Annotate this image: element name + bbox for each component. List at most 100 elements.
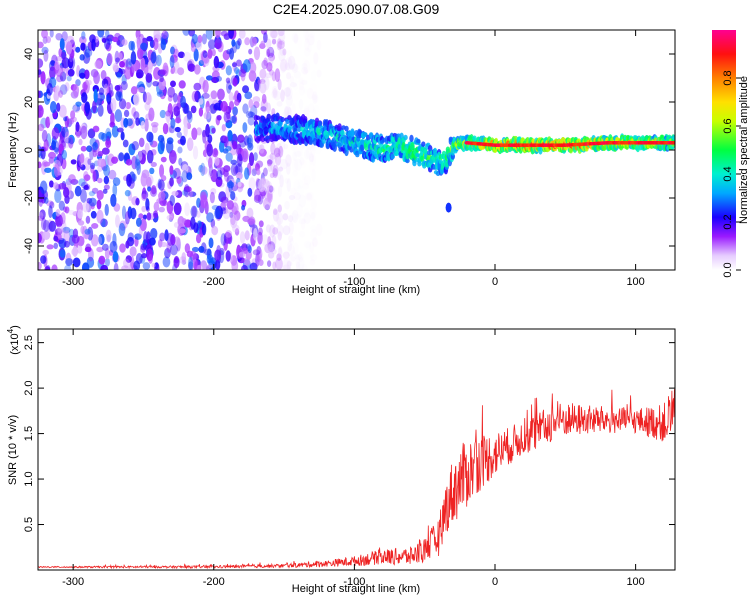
noise-speckle <box>308 151 314 165</box>
noise-speckle <box>201 92 210 99</box>
noise-speckle <box>49 100 57 114</box>
noise-speckle <box>70 110 76 120</box>
noise-speckle <box>306 87 314 100</box>
noise-speckle <box>283 87 291 97</box>
noise-speckle <box>85 243 92 253</box>
noise-speckle <box>53 242 59 250</box>
noise-speckle <box>201 223 207 236</box>
noise-speckle <box>108 89 115 97</box>
noise-speckle <box>301 79 308 85</box>
noise-speckle <box>177 216 185 227</box>
noise-speckle <box>67 68 75 77</box>
noise-speckle <box>272 261 277 270</box>
noise-speckle <box>258 178 266 193</box>
noise-speckle <box>162 123 169 135</box>
noise-speckle <box>313 94 319 103</box>
noise-speckle <box>309 153 315 163</box>
noise-speckle <box>299 157 305 166</box>
noise-speckle <box>225 250 231 262</box>
noise-speckle <box>228 100 235 110</box>
noise-speckle <box>205 30 213 40</box>
noise-speckle <box>264 243 272 254</box>
noise-speckle <box>200 194 208 209</box>
colorbar-tick-label: 0.4 <box>722 166 734 181</box>
noise-speckle <box>122 139 129 148</box>
noise-speckle <box>312 237 318 248</box>
noise-speckle <box>301 263 308 270</box>
noise-speckle <box>266 46 275 59</box>
noise-speckle <box>72 245 78 258</box>
noise-speckle <box>151 124 158 134</box>
noise-speckle <box>282 111 288 118</box>
noise-speckle <box>282 213 289 221</box>
noise-speckle <box>134 158 141 171</box>
noise-speckle <box>274 152 282 166</box>
noise-speckle <box>44 266 51 270</box>
noise-speckle <box>266 62 273 72</box>
noise-speckle <box>192 145 199 160</box>
noise-speckle <box>102 188 108 194</box>
noise-speckle <box>302 182 310 190</box>
noise-speckle <box>257 231 263 245</box>
noise-speckle <box>266 159 272 167</box>
noise-speckle <box>310 224 317 233</box>
noise-speckle <box>146 36 153 42</box>
noise-speckle <box>276 101 283 107</box>
noise-speckle <box>303 212 311 225</box>
snr-frame <box>37 328 676 571</box>
noise-speckle <box>110 98 117 112</box>
signal-mark <box>355 152 360 158</box>
noise-speckle <box>232 140 238 150</box>
signal-mark <box>260 136 266 143</box>
noise-speckle <box>299 159 307 165</box>
noise-speckle <box>220 30 229 37</box>
noise-speckle <box>260 106 267 112</box>
y-tick-label: 40 <box>23 48 35 60</box>
noise-speckle <box>81 31 86 40</box>
noise-speckle <box>252 249 261 256</box>
noise-speckle <box>213 55 220 69</box>
noise-speckle <box>284 57 293 71</box>
noise-speckle <box>287 215 294 223</box>
noise-speckle <box>136 36 141 51</box>
noise-speckle <box>260 40 266 49</box>
x-tick-label: 0 <box>492 276 498 288</box>
noise-speckle <box>98 233 105 246</box>
noise-speckle <box>134 233 142 240</box>
noise-speckle <box>276 38 282 51</box>
noise-speckle <box>286 72 292 80</box>
noise-speckle <box>92 125 100 133</box>
noise-speckle <box>131 140 140 151</box>
noise-speckle <box>138 213 144 220</box>
noise-speckle <box>282 258 289 270</box>
noise-speckle <box>207 258 215 265</box>
signal-mark <box>405 158 410 164</box>
noise-speckle <box>277 247 283 255</box>
noise-speckle <box>223 111 231 123</box>
y-tick-label: 1.5 <box>23 426 35 441</box>
noise-speckle <box>191 206 197 218</box>
noise-speckle <box>93 88 98 103</box>
signal-mark <box>285 118 290 125</box>
noise-speckle <box>138 224 143 237</box>
noise-speckle <box>296 203 303 218</box>
noise-speckle <box>38 41 44 49</box>
noise-speckle <box>235 59 242 67</box>
noise-speckle <box>57 228 65 241</box>
noise-speckle <box>188 256 194 270</box>
noise-speckle <box>211 76 220 84</box>
noise-speckle <box>241 264 248 270</box>
noise-speckle <box>301 178 309 186</box>
noise-speckle <box>84 48 93 58</box>
noise-speckle <box>149 237 156 246</box>
noise-speckle <box>273 90 282 101</box>
noise-speckle <box>310 143 316 158</box>
noise-speckle <box>237 181 242 188</box>
noise-speckle <box>112 251 119 263</box>
noise-speckle <box>303 174 311 186</box>
noise-speckle <box>170 46 176 55</box>
noise-speckle <box>104 203 109 216</box>
noise-speckle <box>304 31 310 44</box>
noise-speckle <box>181 252 187 264</box>
noise-speckle <box>53 182 59 190</box>
